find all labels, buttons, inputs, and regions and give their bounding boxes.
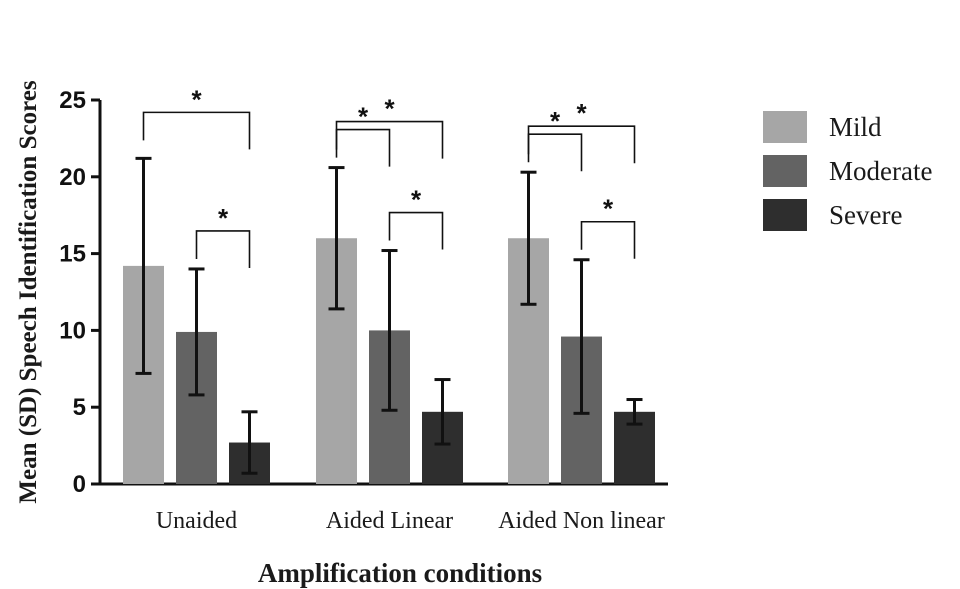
significance-star: * [218,203,229,233]
significance-star: * [576,98,587,128]
y-tick-label-15: 15 [59,241,86,268]
x-axis-label: Amplification conditions [258,558,542,588]
significance-bracket-8: * [582,194,635,259]
x-tick-label-2: Aided Linear [326,508,453,534]
y-tick-label-10: 10 [59,317,86,344]
legend-label-severe: Severe [829,200,902,230]
significance-star: * [191,84,202,114]
y-tick-label-25: 25 [59,87,86,114]
bracket-line [144,112,250,149]
y-axis-label: Mean (SD) Speech Identification Scores [15,80,42,503]
significance-star: * [550,106,561,136]
legend-label-mild: Mild [829,112,882,142]
legend-swatch-mild [763,111,807,143]
significance-bracket-3: * [337,102,390,167]
legend: Mild Moderate Severe [763,111,932,231]
bracket-line [337,130,390,167]
significance-bracket-2: * [197,203,250,268]
significance-star: * [384,94,395,124]
y-tick-label-20: 20 [59,164,86,191]
significance-star: * [411,185,422,215]
bracket-line [582,222,635,259]
legend-swatch-moderate [763,155,807,187]
significance-bracket-5: * [390,185,443,250]
legend-label-moderate: Moderate [829,156,932,186]
significance-star: * [603,194,614,224]
x-tick-label-3: Aided Non linear [498,508,665,534]
significance-bracket-1: * [144,84,250,149]
bracket-line [197,231,250,268]
y-tick-label-0: 0 [73,471,86,498]
plot-area: 0 5 10 15 20 25 Unaided Aided Linear Aided Non l… [59,84,668,534]
significance-bracket-6: * [529,106,582,171]
bracket-line [390,213,443,250]
significance-star: * [358,102,369,132]
bracket-line [529,134,582,171]
legend-swatch-severe [763,199,807,231]
y-tick-label-5: 5 [73,394,86,421]
x-tick-label-1: Unaided [156,508,237,534]
